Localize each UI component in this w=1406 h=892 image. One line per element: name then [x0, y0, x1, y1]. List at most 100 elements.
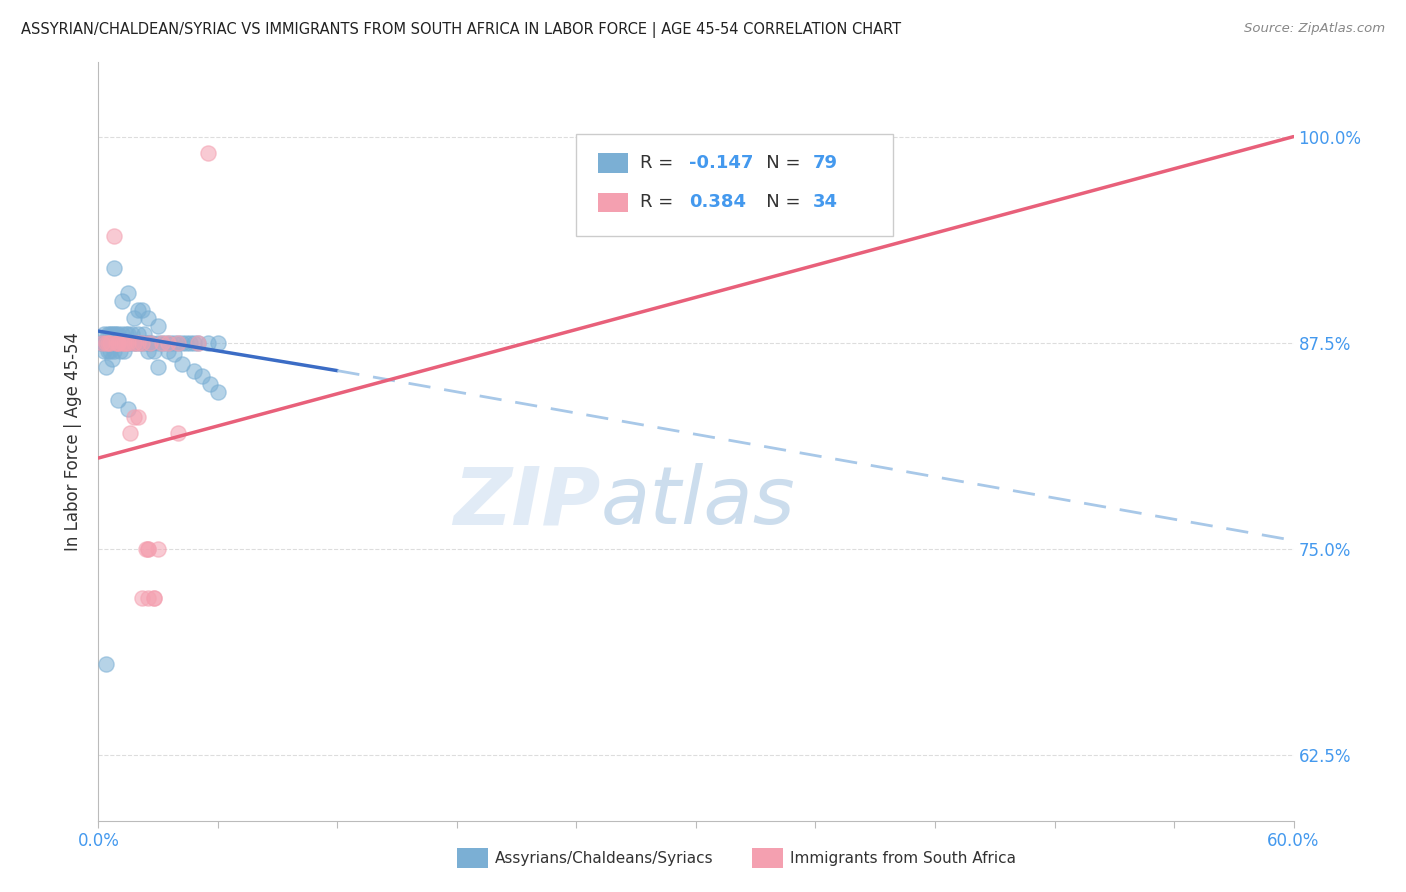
Point	[167, 426, 190, 441]
Point	[112, 335, 135, 350]
Point	[167, 335, 190, 350]
Point	[124, 335, 146, 350]
Point	[117, 401, 139, 416]
Point	[163, 335, 186, 350]
Point	[136, 310, 159, 325]
Point	[110, 335, 132, 350]
Point	[179, 335, 201, 350]
Point	[110, 343, 132, 358]
Text: N =: N =	[749, 154, 807, 172]
Point	[107, 335, 129, 350]
Text: Source: ZipAtlas.com: Source: ZipAtlas.com	[1244, 22, 1385, 36]
Point	[136, 343, 159, 358]
Point	[112, 335, 135, 350]
Point	[159, 335, 181, 350]
Point	[121, 327, 143, 342]
Point	[96, 657, 118, 671]
Point	[148, 541, 170, 556]
Point	[98, 327, 122, 342]
Point	[115, 327, 138, 342]
Point	[115, 335, 138, 350]
Text: ZIP: ZIP	[453, 463, 600, 541]
Point	[115, 335, 138, 350]
Point	[103, 327, 125, 342]
Point	[124, 409, 146, 424]
Point	[111, 335, 134, 350]
Point	[131, 302, 153, 317]
Point	[127, 409, 149, 424]
Point	[124, 335, 146, 350]
Point	[148, 335, 170, 350]
Point	[98, 335, 122, 350]
Point	[98, 335, 122, 350]
Point	[198, 376, 221, 391]
Point	[96, 335, 118, 350]
Point	[143, 343, 166, 358]
Point	[127, 335, 149, 350]
Point	[183, 364, 205, 378]
Point	[157, 335, 180, 350]
Point	[103, 261, 125, 276]
Point	[134, 327, 156, 342]
Point	[97, 335, 120, 350]
Point	[105, 335, 128, 350]
Point	[117, 327, 139, 342]
Point	[136, 541, 159, 556]
Text: 34: 34	[813, 194, 838, 211]
Point	[148, 360, 170, 375]
Point	[150, 335, 173, 350]
Point	[101, 327, 124, 342]
Point	[465, 838, 488, 853]
Point	[97, 343, 120, 358]
Point	[172, 335, 194, 350]
Point	[117, 286, 139, 301]
Point	[101, 335, 124, 350]
Text: ASSYRIAN/CHALDEAN/SYRIAC VS IMMIGRANTS FROM SOUTH AFRICA IN LABOR FORCE | AGE 45: ASSYRIAN/CHALDEAN/SYRIAC VS IMMIGRANTS F…	[21, 22, 901, 38]
Point	[150, 335, 173, 350]
Point	[117, 335, 139, 350]
Point	[207, 335, 229, 350]
Point	[167, 335, 190, 350]
Point	[107, 393, 129, 408]
Point	[111, 327, 134, 342]
Point	[120, 426, 142, 441]
Point	[103, 335, 125, 350]
Point	[131, 591, 153, 606]
Text: R =: R =	[640, 154, 679, 172]
Point	[136, 541, 159, 556]
Point	[135, 541, 157, 556]
Point	[96, 335, 118, 350]
Point	[127, 327, 149, 342]
Point	[197, 146, 219, 161]
Point	[120, 335, 142, 350]
Point	[172, 357, 194, 371]
Text: N =: N =	[749, 194, 807, 211]
Text: 79: 79	[813, 154, 838, 172]
Point	[157, 343, 180, 358]
Point	[139, 335, 162, 350]
Point	[107, 327, 129, 342]
Point	[136, 335, 159, 350]
Point	[127, 302, 149, 317]
Point	[183, 335, 205, 350]
Point	[125, 335, 148, 350]
Point	[105, 327, 128, 342]
Point	[91, 335, 114, 350]
Point	[89, 335, 111, 350]
Point	[103, 335, 125, 350]
Point	[163, 347, 186, 361]
Point	[117, 335, 139, 350]
Point	[129, 335, 152, 350]
Point	[112, 343, 135, 358]
Point	[103, 343, 125, 358]
Point	[111, 294, 134, 309]
Text: 0.384: 0.384	[689, 194, 747, 211]
Text: Assyrians/Chaldeans/Syriacs: Assyrians/Chaldeans/Syriacs	[495, 851, 713, 865]
Point	[91, 335, 114, 350]
Point	[103, 228, 125, 243]
Point	[187, 335, 209, 350]
Point	[107, 335, 129, 350]
Point	[96, 360, 118, 375]
Point	[93, 343, 115, 358]
Point	[143, 591, 166, 606]
